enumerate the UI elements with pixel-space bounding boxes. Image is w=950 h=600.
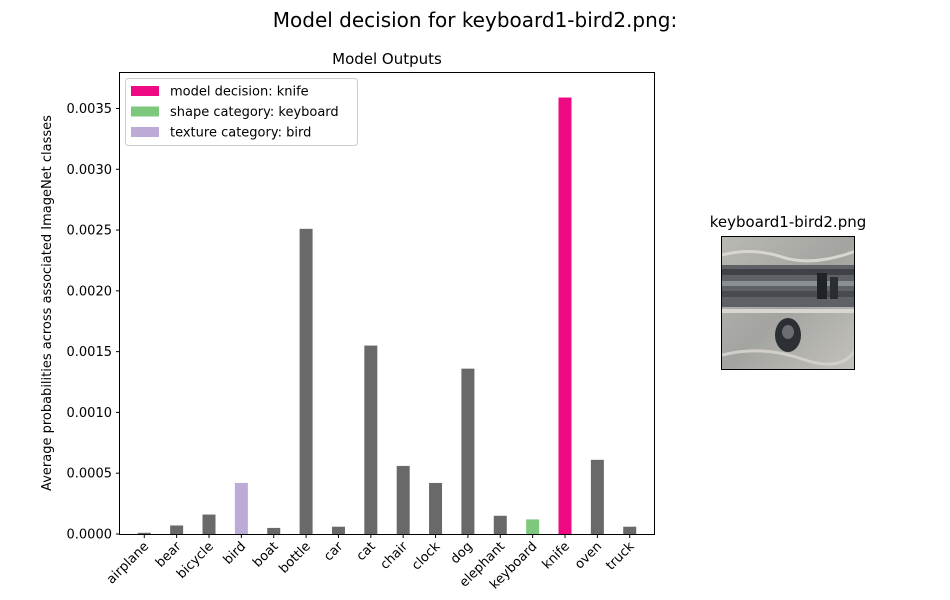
bar-bear	[170, 525, 184, 534]
x-tick-label: bird	[221, 539, 249, 567]
legend-swatch	[131, 127, 159, 137]
y-tick-label: 0.0010	[67, 406, 113, 421]
bar-truck	[623, 526, 637, 534]
y-tick-label: 0.0035	[67, 102, 113, 117]
bar-cat	[364, 345, 378, 534]
x-tick-label: oven	[572, 539, 605, 572]
bar-bicycle	[202, 514, 216, 534]
x-tick-label: knife	[540, 539, 573, 572]
x-tick-label: clock	[409, 539, 444, 574]
bar-chair	[396, 465, 410, 534]
legend-label: texture category: bird	[170, 126, 311, 141]
image-panel-title: keyboard1-bird2.png	[709, 213, 867, 231]
chart-title: Model Outputs	[332, 50, 442, 68]
stimulus-image	[721, 236, 855, 370]
legend-label: shape category: keyboard	[170, 105, 339, 120]
bar-elephant	[493, 515, 507, 534]
y-tick-label: 0.0025	[67, 224, 113, 239]
legend-swatch	[131, 106, 159, 117]
y-tick-label: 0.0020	[67, 284, 113, 299]
legend-swatch	[131, 86, 159, 96]
y-tick-label: 0.0030	[67, 163, 113, 178]
x-tick-label: car	[321, 539, 347, 565]
y-tick-label: 0.0000	[67, 528, 113, 543]
bar-boat	[267, 527, 281, 534]
bar-oven	[590, 459, 604, 534]
bar-keyboard	[526, 519, 540, 534]
legend-label: model decision: knife	[170, 85, 309, 100]
y-axis-label: Average probabilities across associated …	[40, 115, 55, 491]
x-tick-label: bottle	[276, 539, 313, 576]
x-tick-label: chair	[378, 539, 412, 573]
legend: model decision: knife shape category: key…	[125, 78, 358, 146]
bar-bottle	[299, 228, 313, 534]
plot-frame	[119, 72, 655, 535]
x-tick-label: cat	[354, 539, 379, 564]
x-tick-label: airplane	[104, 539, 152, 587]
bar-clock	[429, 482, 443, 534]
legend-box	[125, 78, 358, 146]
x-tick-label: dog	[448, 539, 476, 567]
y-axis: 0.0000 0.0005 0.0010 0.0015 0.0020 0.0025 0.00…	[67, 102, 120, 543]
bars-group	[137, 97, 637, 534]
figure-title: Model decision for keyboard1-bird2.png:	[272, 8, 678, 32]
y-tick-label: 0.0015	[67, 345, 113, 360]
bar-car	[331, 526, 345, 534]
y-tick-label: 0.0005	[67, 467, 113, 482]
bar-knife	[558, 97, 572, 534]
x-tick-label: bicycle	[174, 539, 217, 582]
bar-dog	[461, 368, 475, 534]
bar-bird	[234, 482, 248, 534]
bar-airplane	[137, 532, 151, 534]
x-tick-label: truck	[603, 539, 638, 574]
